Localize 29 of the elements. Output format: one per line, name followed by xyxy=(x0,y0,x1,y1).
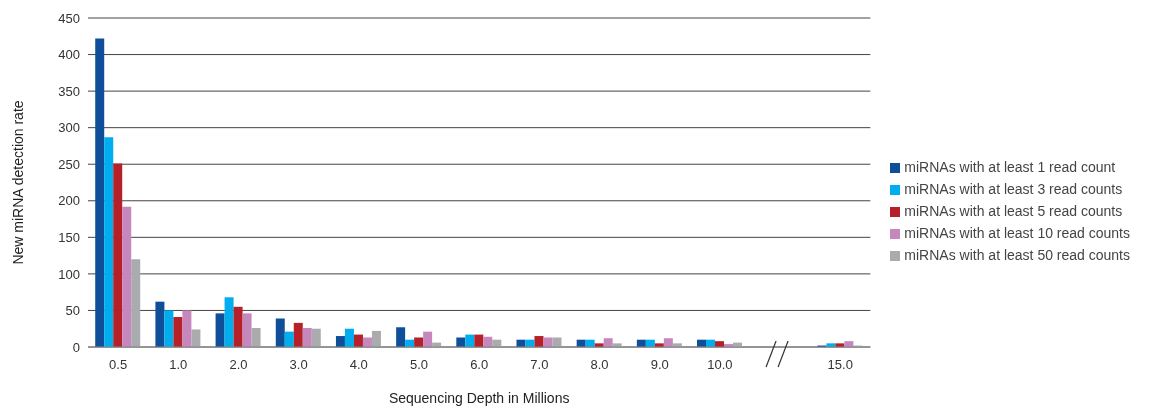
x-tick-label: 7.0 xyxy=(530,357,549,372)
x-tick-label: 15.0 xyxy=(827,357,853,372)
x-tick-label: 10.0 xyxy=(707,357,733,372)
legend-label: miRNAs with at least 3 read counts xyxy=(904,180,1123,197)
x-tick-label: 0.5 xyxy=(109,357,128,372)
x-tick-label: 5.0 xyxy=(409,357,429,372)
y-tick-label: 150 xyxy=(58,229,80,245)
x-tick-label: 6.0 xyxy=(470,357,489,372)
x-tick-label: 3.0 xyxy=(289,357,308,372)
x-tick-label: 8.0 xyxy=(590,357,609,372)
legend-label: miRNAs with at least 50 read counts xyxy=(904,246,1130,263)
y-tick-label: 250 xyxy=(58,156,80,172)
x-tick-label: 1.0 xyxy=(169,357,188,372)
y-tick-label: 0 xyxy=(72,339,80,355)
y-tick-label: 200 xyxy=(58,193,80,209)
y-tick-label: 300 xyxy=(58,120,80,136)
legend-label: miRNAs with at least 1 read count xyxy=(904,158,1116,175)
x-tick-label: 4.0 xyxy=(349,357,368,372)
y-tick-label: 350 xyxy=(58,83,80,99)
y-tick-label: 100 xyxy=(58,266,80,282)
x-axis-title: Sequencing Depth in Millions xyxy=(388,390,570,406)
legend-label: miRNAs with at least 5 read counts xyxy=(904,202,1123,219)
y-tick-label: 400 xyxy=(58,47,80,63)
y-axis-title: New miRNA detection rate xyxy=(9,100,26,265)
x-tick-label: 9.0 xyxy=(650,357,669,372)
legend-label: miRNAs with at least 10 read counts xyxy=(904,224,1130,241)
y-tick-label: 50 xyxy=(65,303,80,319)
y-tick-label: 450 xyxy=(58,10,80,26)
x-tick-label: 2.0 xyxy=(229,357,248,372)
